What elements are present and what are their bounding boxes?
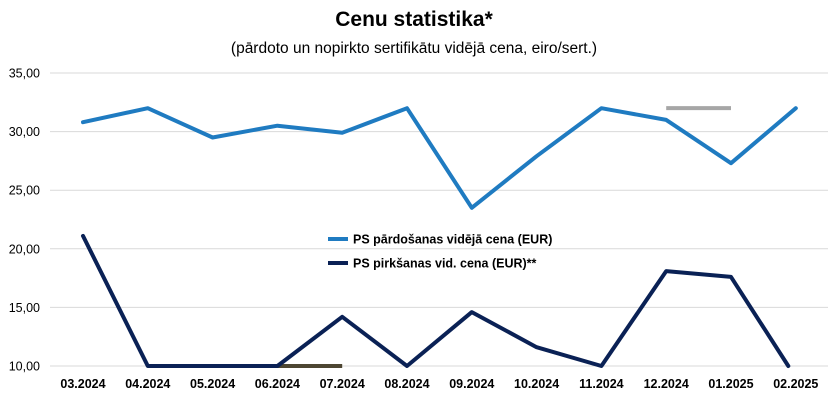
x-tick-label: 05.2024 (190, 377, 235, 391)
y-tick-label: 25,00 (9, 184, 40, 198)
y-tick-label: 10,00 (9, 360, 40, 374)
series-lines (81, 106, 798, 368)
x-tick-label: 09.2024 (449, 377, 494, 391)
x-tick-label: 11.2024 (579, 377, 624, 391)
x-tick-label: 08.2024 (384, 377, 429, 391)
x-tick-label: 12.2024 (644, 377, 689, 391)
x-tick-label: 06.2024 (255, 377, 300, 391)
legend-label: PS pārdošanas vidējā cena (EUR) (353, 233, 552, 247)
x-axis-ticks: 03.2024 04.2024 05.2024 06.2024 07.2024 08.20… (60, 377, 818, 391)
y-tick-label: 30,00 (9, 125, 40, 139)
series-line-buy-price (81, 233, 791, 368)
y-axis-ticks: 10,00 15,00 20,00 25,00 30,00 35,00 (9, 67, 40, 374)
legend-label: PS pirkšanas vid. cena (EUR)** (353, 257, 537, 271)
series-line-sell-price (81, 106, 798, 210)
y-tick-label: 20,00 (9, 242, 40, 256)
chart-subtitle: (pārdoto un nopirkto sertifikātu vidējā … (231, 40, 597, 57)
y-tick-label: 35,00 (9, 67, 40, 81)
x-tick-label: 03.2024 (60, 377, 105, 391)
x-tick-label: 01.2025 (708, 377, 753, 391)
x-tick-label: 02.2025 (773, 377, 818, 391)
y-tick-label: 15,00 (9, 301, 40, 315)
x-tick-label: 10.2024 (514, 377, 559, 391)
x-tick-label: 07.2024 (320, 377, 365, 391)
x-tick-label: 04.2024 (125, 377, 170, 391)
legend: PS pārdošanas vidējā cena (EUR) PS pirkša… (328, 233, 552, 271)
chart-title: Cenu statistika* (335, 8, 493, 31)
gridlines (50, 72, 828, 367)
